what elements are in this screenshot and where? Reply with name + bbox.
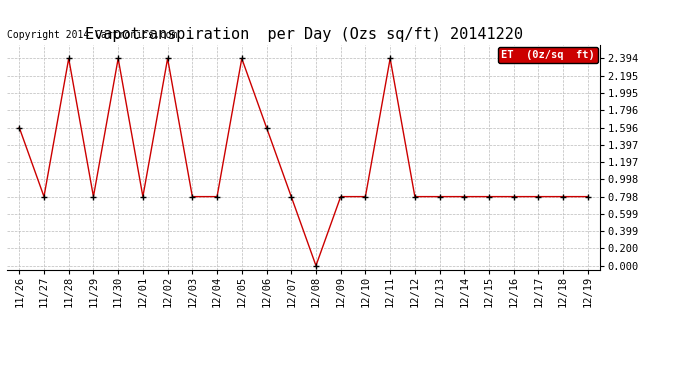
Text: Copyright 2014 Cartronics.com: Copyright 2014 Cartronics.com: [7, 30, 177, 40]
Legend: ET  (0z/sq  ft): ET (0z/sq ft): [498, 47, 598, 63]
Title: Evapotranspiration  per Day (Ozs sq/ft) 20141220: Evapotranspiration per Day (Ozs sq/ft) 2…: [85, 27, 522, 42]
